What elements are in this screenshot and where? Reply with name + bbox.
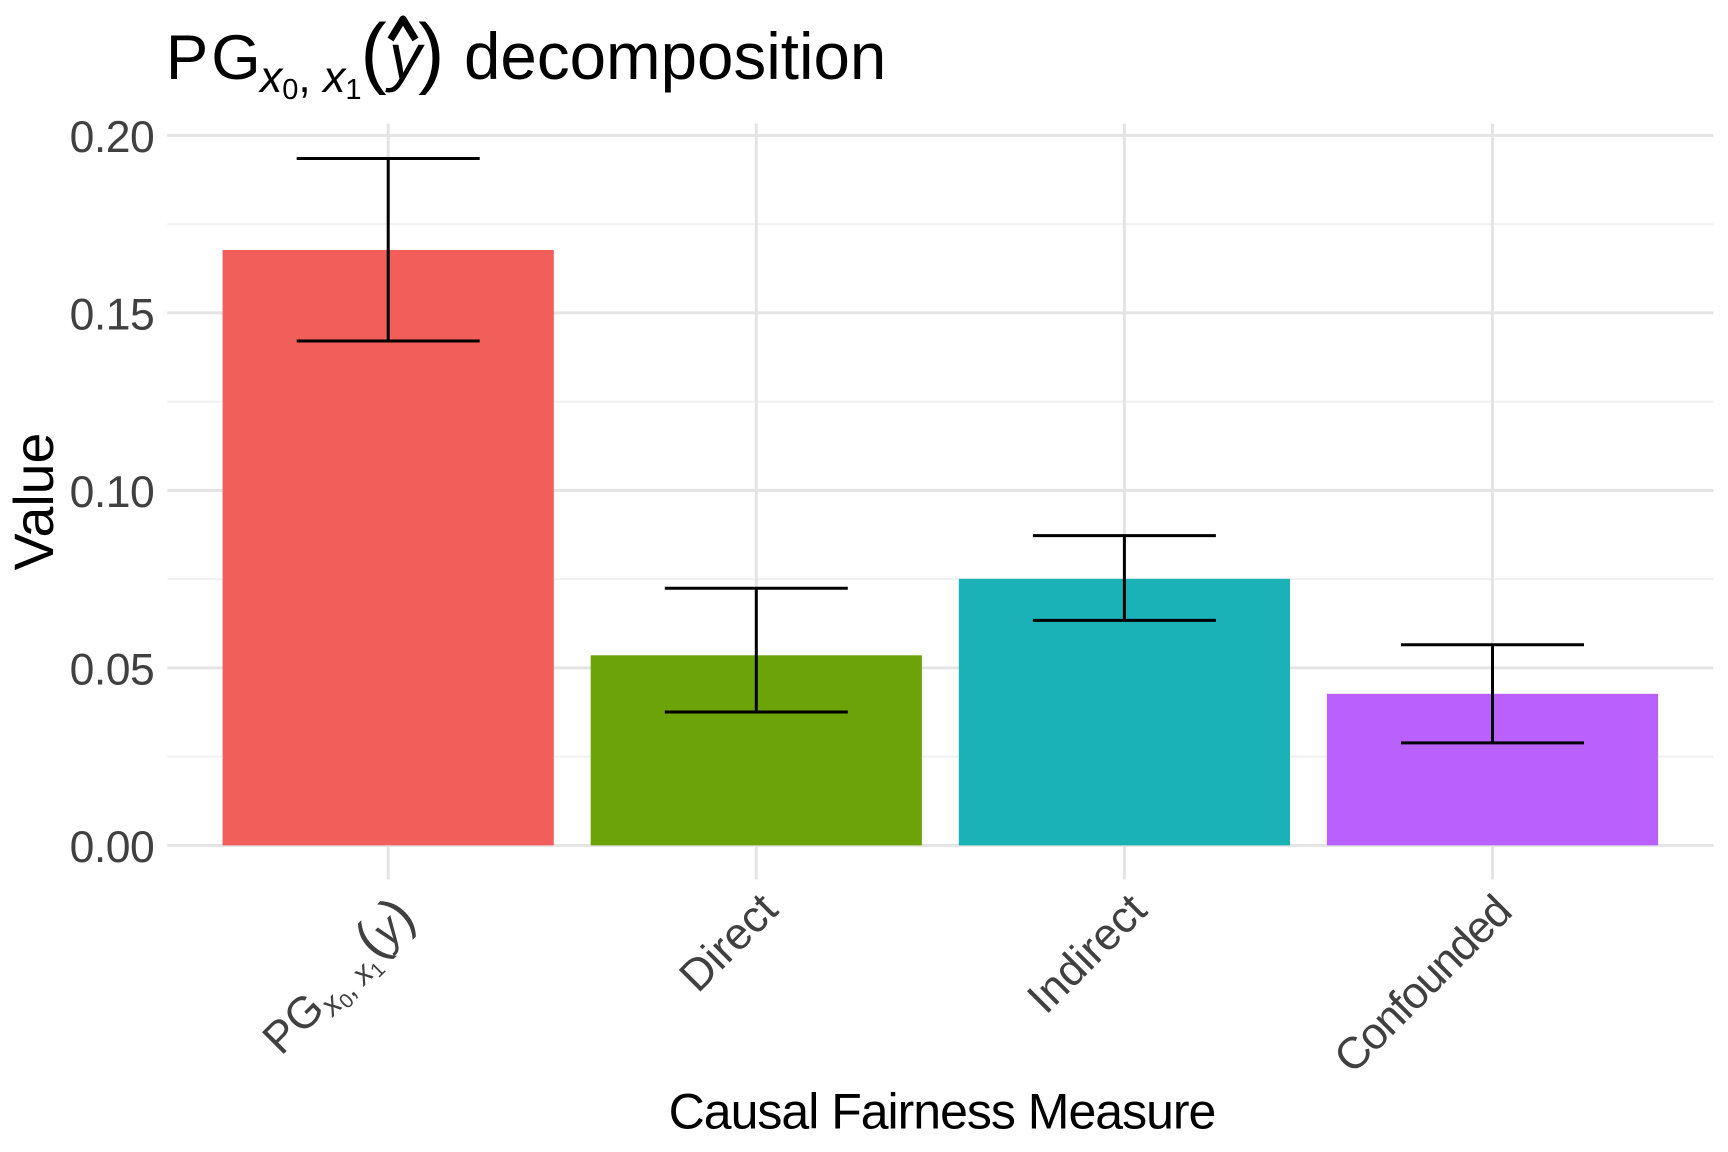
- svg-text:x0, x1: x0, x1: [258, 53, 362, 106]
- svg-text:): ): [418, 7, 444, 95]
- svg-text:PG: PG: [166, 23, 264, 93]
- svg-text:0.10: 0.10: [70, 468, 155, 517]
- svg-text:Causal Fairness Measure: Causal Fairness Measure: [669, 1084, 1216, 1140]
- svg-text:0.00: 0.00: [70, 823, 155, 872]
- svg-text:0.20: 0.20: [70, 113, 155, 162]
- svg-text:decomposition: decomposition: [464, 20, 886, 93]
- svg-text:Value: Value: [3, 433, 65, 571]
- svg-text:0.05: 0.05: [70, 646, 155, 695]
- svg-text:(: (: [361, 7, 387, 95]
- svg-text:0.15: 0.15: [70, 291, 155, 340]
